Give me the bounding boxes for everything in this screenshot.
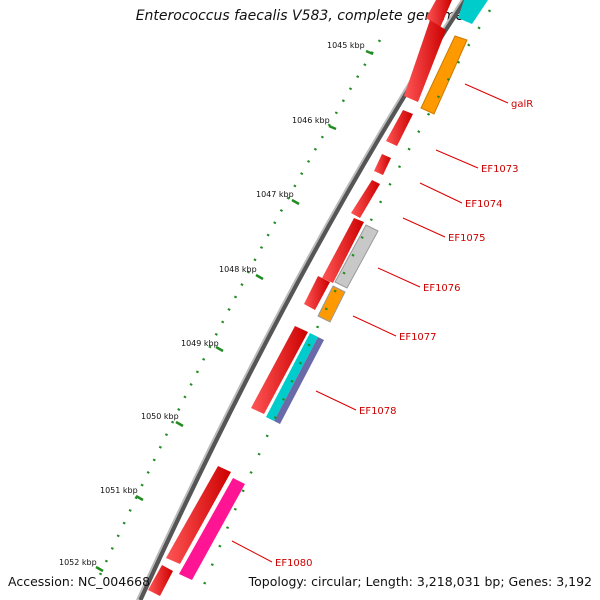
gene-red-ef1080	[166, 466, 231, 564]
gene-label-ef1075: EF1075	[448, 233, 486, 244]
kbp-ticks	[95, 49, 374, 573]
kbp-label-1047: 1047 kbp	[256, 190, 294, 199]
gene-red-ef1078	[251, 326, 308, 414]
gene-label-ef1078: EF1078	[359, 406, 397, 417]
gene-red-ef1075	[351, 180, 380, 218]
kbp-label-1048: 1048 kbp	[219, 265, 257, 274]
gene-label-ef1073: EF1073	[481, 164, 519, 175]
gene-red-top	[426, 0, 452, 28]
gene-red-ef1076	[322, 218, 364, 283]
map-title: Enterococcus faecalis V583, complete gen…	[135, 8, 465, 24]
kbp-labels: 1045 kbp 1046 kbp 1047 kbp 1048 kbp 1049…	[59, 41, 365, 567]
kbp-label-1046: 1046 kbp	[292, 116, 330, 125]
scale-dots-outer	[98, 39, 382, 576]
gene-gray-ef1076	[334, 224, 379, 289]
kbp-label-1045: 1045 kbp	[327, 41, 365, 50]
gene-label-ef1080: EF1080	[275, 558, 313, 569]
gene-red-galR-region	[404, 20, 446, 102]
gene-red-ef1074	[374, 154, 391, 175]
gene-red-ef1073	[386, 110, 413, 146]
gene-cyan-top	[458, 0, 488, 24]
forward-genes	[148, 0, 452, 596]
gene-orange-ef1077	[317, 285, 346, 323]
reverse-genes	[179, 0, 488, 580]
gene-label-ef1076: EF1076	[423, 283, 461, 294]
genome-summary-text: Topology: circular; Length: 3,218,031 bp…	[248, 574, 592, 589]
gene-labels: galR EF1073 EF1074 EF1075 EF1076 EF1077 …	[275, 99, 533, 569]
kbp-label-1050: 1050 kbp	[141, 412, 179, 421]
gene-red-ef1077	[304, 276, 330, 310]
gene-cyan-ef1078	[266, 333, 318, 421]
gene-label-galR: galR	[511, 99, 533, 110]
kbp-label-1051: 1051 kbp	[100, 486, 138, 495]
gene-orange-galR	[420, 35, 468, 115]
label-leader-lines	[231, 83, 509, 563]
kbp-label-1049: 1049 kbp	[181, 339, 219, 348]
scale-dots-inner	[198, 9, 492, 596]
gene-magenta-ef1080	[179, 478, 245, 580]
gene-purple-ef1078	[274, 337, 324, 424]
gene-label-ef1077: EF1077	[399, 332, 437, 343]
accession-text: Accession: NC_004668	[8, 574, 151, 589]
kbp-label-1052: 1052 kbp	[59, 558, 97, 567]
gene-label-ef1074: EF1074	[465, 199, 503, 210]
gene-red-bottom	[148, 565, 173, 596]
